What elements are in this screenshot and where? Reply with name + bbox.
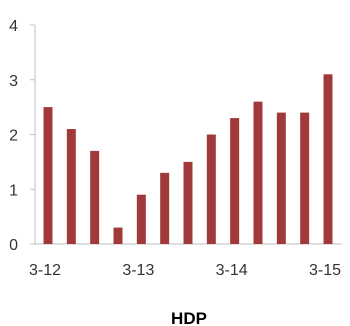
x-tick-label: 3-13	[122, 262, 154, 279]
x-axis-title: HDP	[171, 309, 207, 326]
bar	[183, 161, 193, 244]
bar	[113, 227, 123, 244]
bar	[300, 112, 310, 244]
bar	[276, 112, 286, 244]
bar	[136, 194, 146, 244]
y-tick-label: 0	[9, 237, 18, 254]
bar	[206, 134, 216, 244]
bar	[253, 101, 263, 245]
bar	[160, 172, 170, 244]
bar	[230, 118, 240, 244]
y-tick-label: 3	[9, 73, 18, 90]
y-tick-label: 2	[9, 128, 18, 145]
bar	[43, 107, 53, 244]
y-tick-label: 4	[9, 18, 18, 35]
bar	[90, 150, 100, 244]
x-tick-label: 3-12	[29, 262, 61, 279]
x-tick-label: 3-14	[216, 262, 248, 279]
bar	[66, 129, 76, 244]
y-tick-label: 1	[9, 182, 18, 199]
bar	[323, 74, 333, 245]
x-tick-label: 3-15	[309, 262, 341, 279]
